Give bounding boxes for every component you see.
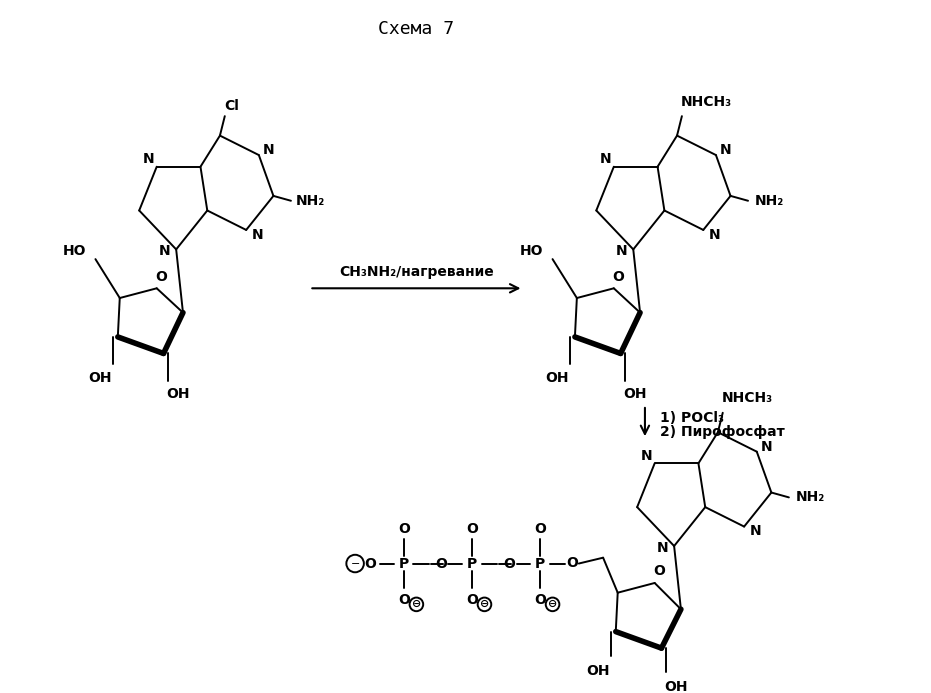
Text: P: P	[466, 556, 477, 570]
Text: OH: OH	[665, 680, 688, 693]
Text: N: N	[720, 143, 732, 157]
Text: P: P	[398, 556, 409, 570]
Text: O: O	[503, 556, 515, 570]
Text: −: −	[350, 559, 359, 568]
Text: N: N	[158, 245, 170, 258]
Text: NH₂: NH₂	[796, 491, 825, 505]
Text: O: O	[365, 556, 377, 570]
Text: Схема 7: Схема 7	[378, 19, 454, 37]
Text: OH: OH	[546, 371, 569, 385]
Text: ⊖: ⊖	[479, 599, 489, 609]
Text: N: N	[600, 152, 612, 166]
Text: OH: OH	[587, 663, 610, 678]
Text: N: N	[709, 228, 721, 242]
Text: O: O	[566, 556, 578, 570]
Text: NH₂: NH₂	[296, 194, 325, 208]
Text: NHCH₃: NHCH₃	[681, 94, 732, 109]
Text: O: O	[534, 523, 546, 536]
Text: N: N	[615, 245, 627, 258]
Text: O: O	[613, 270, 625, 283]
Text: NH₂: NH₂	[755, 194, 784, 208]
Text: OH: OH	[88, 371, 112, 385]
Text: N: N	[263, 143, 275, 157]
Text: 1) POCl₃: 1) POCl₃	[659, 411, 723, 425]
Text: O: O	[466, 593, 478, 608]
Text: N: N	[641, 448, 653, 462]
Text: O: O	[466, 523, 478, 536]
Text: O: O	[155, 270, 168, 283]
Text: HO: HO	[519, 245, 543, 258]
Text: 2) Пирофосфат: 2) Пирофосфат	[659, 426, 784, 439]
Text: N: N	[252, 228, 263, 242]
Text: O: O	[534, 593, 546, 608]
Text: N: N	[761, 440, 773, 454]
Text: O: O	[398, 593, 410, 608]
Text: NHCH₃: NHCH₃	[722, 391, 773, 405]
Text: HO: HO	[62, 245, 86, 258]
Text: CH₃NH₂/нагревание: CH₃NH₂/нагревание	[339, 265, 493, 279]
Text: O: O	[435, 556, 447, 570]
Text: N: N	[143, 152, 155, 166]
Text: O: O	[398, 523, 410, 536]
Text: ⊖: ⊖	[547, 599, 558, 609]
Text: OH: OH	[167, 387, 190, 401]
Text: N: N	[656, 541, 668, 555]
Text: OH: OH	[624, 387, 647, 401]
Text: N: N	[750, 525, 762, 538]
Text: P: P	[534, 556, 545, 570]
Text: ⊖: ⊖	[412, 599, 421, 609]
Text: Cl: Cl	[224, 99, 239, 114]
Text: O: O	[654, 564, 666, 578]
